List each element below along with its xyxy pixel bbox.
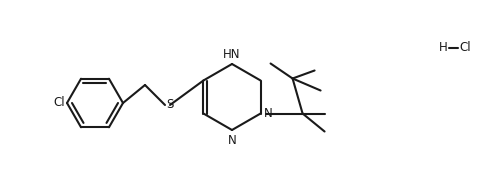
Text: HN: HN — [223, 48, 240, 61]
Text: Cl: Cl — [458, 41, 470, 55]
Text: N: N — [227, 134, 236, 147]
Text: H: H — [438, 41, 447, 55]
Text: S: S — [166, 98, 173, 112]
Text: N: N — [263, 107, 272, 120]
Text: Cl: Cl — [53, 97, 65, 109]
